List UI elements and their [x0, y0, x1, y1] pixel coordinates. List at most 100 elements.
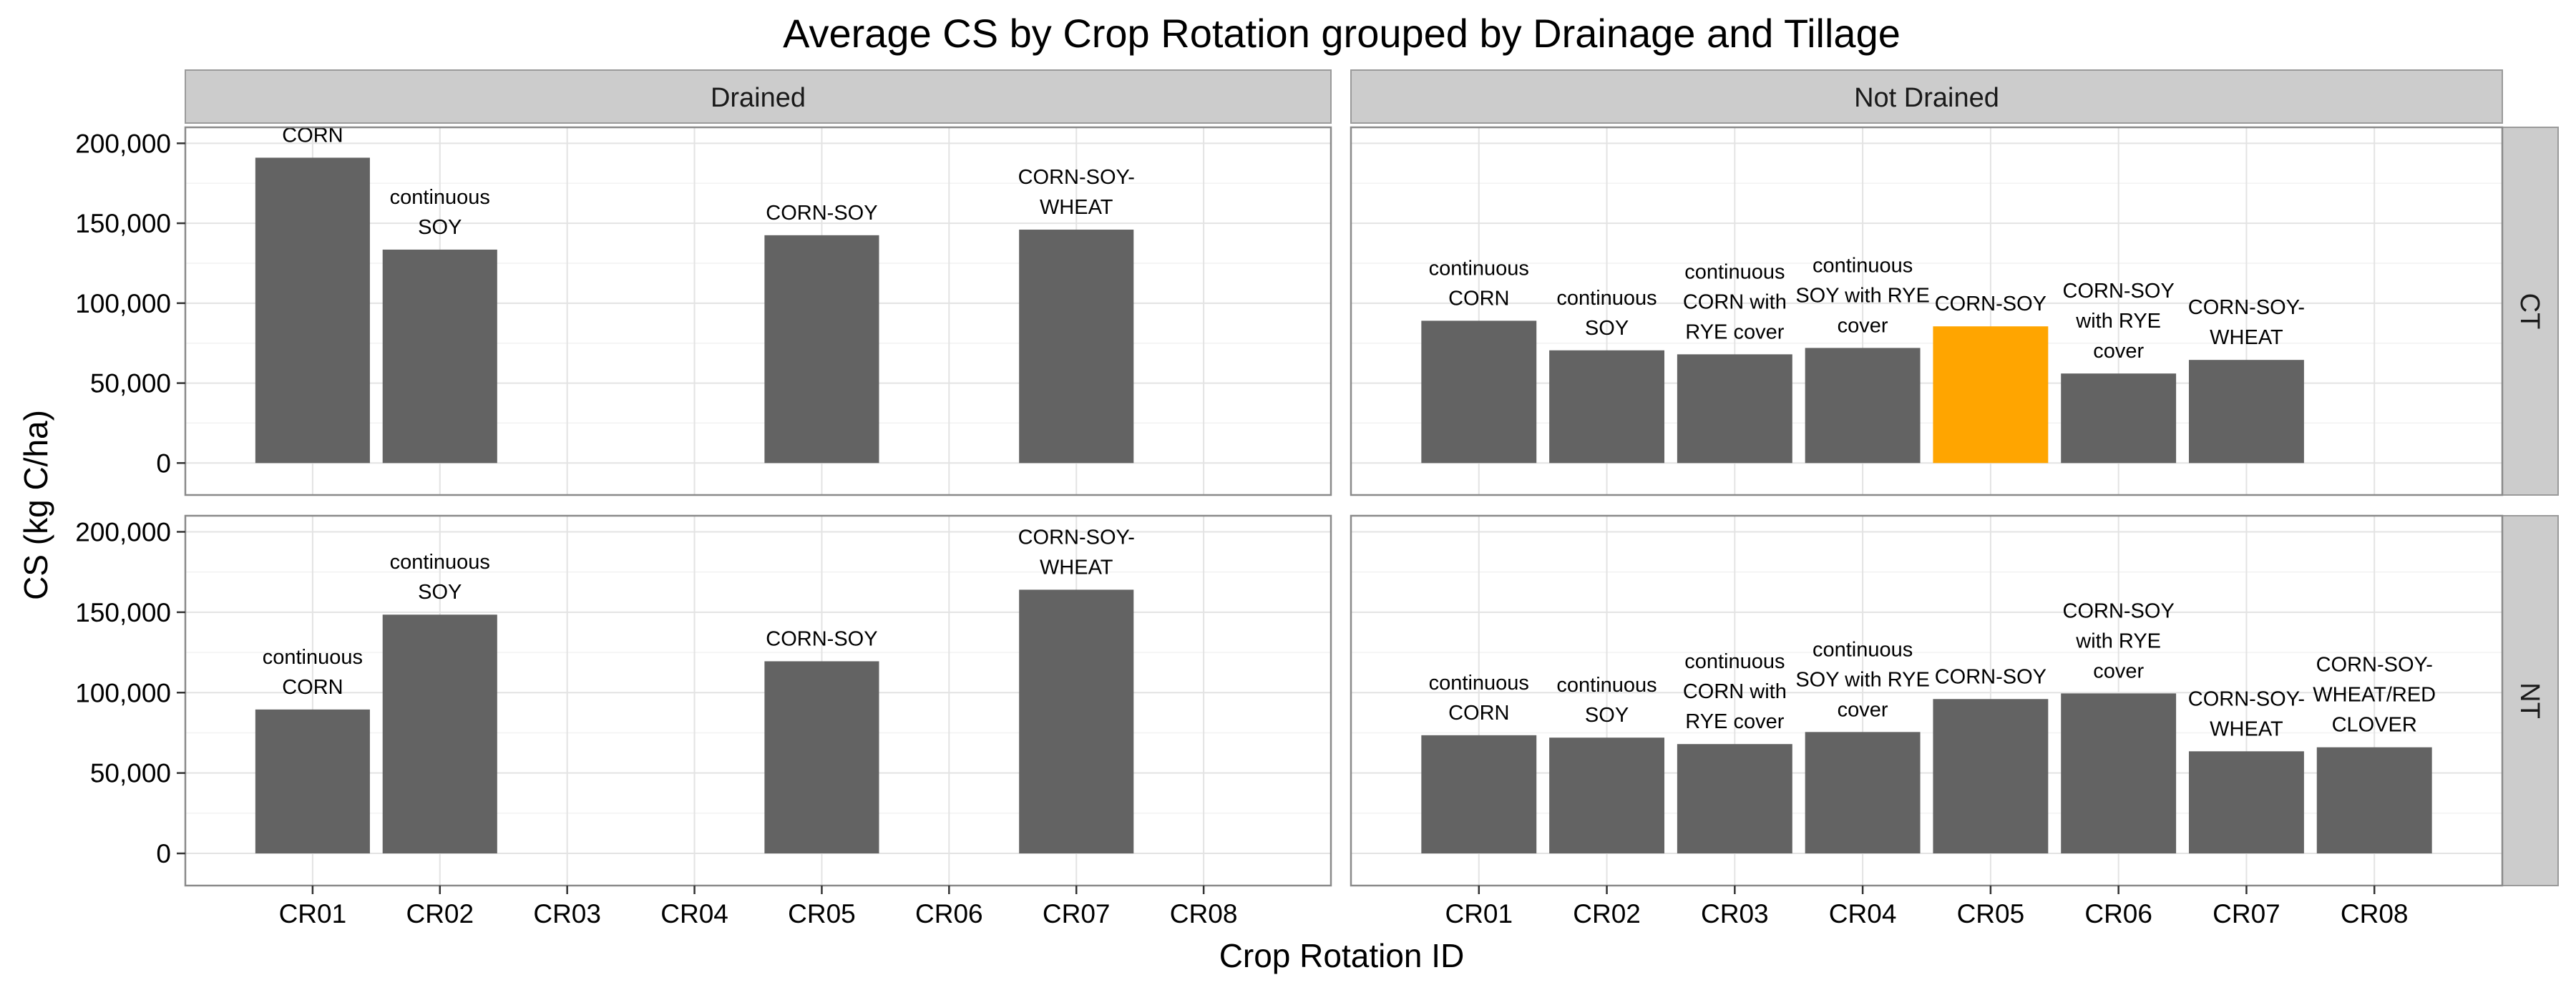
bar-data-label: CORN-SOY- [1018, 526, 1135, 549]
bar [764, 235, 879, 464]
bar-data-label: SOY [1585, 704, 1629, 727]
bar-data-label: continuous [1556, 674, 1657, 697]
bar [1805, 348, 1921, 464]
x-tick-label: CR08 [1170, 899, 1238, 928]
bar-data-label: with RYE [2075, 310, 2161, 333]
y-tick-label: 100,000 [75, 289, 171, 318]
x-axis-title: Crop Rotation ID [1219, 937, 1465, 974]
bar [764, 661, 879, 854]
bar-data-label: CORN with [1683, 680, 1787, 703]
bar [1805, 732, 1921, 854]
panel-background [185, 127, 1331, 495]
bar-data-label: continuous [1684, 650, 1785, 673]
x-tick-label: CR02 [406, 899, 474, 928]
x-tick-label: CR06 [915, 899, 983, 928]
bar [2188, 360, 2304, 464]
bar-data-label: CORN [1448, 702, 1509, 725]
bar-data-label: cover [1838, 698, 1888, 721]
facet-strip-column-label: Not Drained [1854, 83, 1999, 113]
facet-strip-row-label: CT [2514, 293, 2545, 330]
y-tick-label: 100,000 [75, 678, 171, 707]
bar-data-label: WHEAT [1040, 556, 1113, 579]
panel-border [1350, 126, 2504, 496]
bar-data-label: SOY [418, 216, 462, 239]
bar [255, 157, 370, 464]
x-tick-label: CR05 [788, 899, 856, 928]
panel-background [1351, 516, 2502, 886]
y-tick-label: 200,000 [75, 517, 171, 547]
bar-data-label: CORN-SOY [2063, 280, 2175, 303]
bar-data-label: continuous [390, 551, 490, 574]
bar-data-label: cover [2093, 660, 2144, 682]
bar [1549, 737, 1665, 854]
x-tick-label: CR07 [2212, 899, 2280, 928]
bar-data-label: continuous [1813, 254, 1913, 277]
facet-strip-column-overlay [1350, 69, 2503, 124]
bar [2061, 693, 2177, 854]
bar-data-label: CORN-SOY- [2188, 687, 2305, 710]
bar-data-label: cover [2093, 340, 2144, 363]
chart-title: Average CS by Crop Rotation grouped by D… [783, 11, 1901, 56]
plot-area: Drained Not Drained CT NT continuous CORN cont… [75, 69, 2559, 928]
facet-strip-column-overlay [185, 69, 1332, 124]
x-tick-label: CR05 [1957, 899, 2025, 928]
y-axis-title: CS (kg C/ha) [17, 410, 54, 600]
bar-data-label: with RYE [2075, 629, 2161, 652]
y-tick-label: 50,000 [90, 759, 171, 788]
panel-border [184, 126, 1332, 496]
bar-data-label: CORN-SOY- [1018, 166, 1135, 189]
facet-strip-row [2502, 515, 2559, 886]
panel-border [1350, 514, 2504, 887]
bar-data-label: continuous [1684, 260, 1785, 283]
bar-data-label: CORN-SOY- [2188, 296, 2305, 319]
bar [1421, 735, 1537, 854]
x-tick-label: CR04 [1829, 899, 1897, 928]
bar [1019, 230, 1134, 464]
bar-data-label: CORN-SOY [2063, 599, 2175, 622]
y-tick-label: 150,000 [75, 598, 171, 627]
bar-data-label: CORN-SOY [766, 202, 877, 225]
y-tick-label: 0 [156, 839, 171, 868]
bar [382, 249, 497, 464]
panel-border [184, 514, 1332, 887]
bar-data-label: CORN-SOY- [2316, 654, 2433, 677]
bar-data-label: CORN [282, 676, 343, 699]
bar-data-label: continuous [263, 646, 363, 669]
bar [1677, 744, 1792, 854]
bar [1933, 326, 2049, 464]
bar [2316, 747, 2432, 854]
bar [1933, 699, 2049, 854]
x-tick-label: CR08 [2341, 899, 2409, 928]
bar-data-label: SOY [1585, 317, 1629, 340]
bar [2061, 373, 2177, 464]
bar-data-label: continuous [1429, 257, 1529, 280]
x-tick-label: CR07 [1043, 899, 1111, 928]
bar-data-label: SOY with RYE [1795, 668, 1930, 691]
bar-data-label: CORN-SOY [1935, 665, 2046, 688]
bar-data-label: SOY [418, 581, 462, 604]
bar-data-label: WHEAT [2210, 326, 2283, 349]
bar-data-label: CORN-SOY [766, 627, 877, 650]
panel-background [1351, 127, 2502, 495]
bar-data-label: RYE cover [1685, 320, 1784, 343]
facet-strip-row-label: NT [2514, 682, 2545, 719]
x-tick-label: CR03 [1701, 899, 1769, 928]
bar-data-label: CORN with [1683, 290, 1787, 313]
x-tick-label: CR01 [1445, 899, 1513, 928]
x-tick-label: CR02 [1573, 899, 1641, 928]
bar-data-label: cover [1838, 314, 1888, 337]
bar-data-label: continuous [1429, 672, 1529, 695]
bar [1019, 589, 1134, 854]
bar-data-label: CLOVER [2332, 714, 2417, 737]
bar-data-label: WHEAT [2210, 717, 2283, 740]
bar-data-label: continuous [390, 186, 490, 209]
x-tick-label: CR01 [279, 899, 347, 928]
bar [255, 709, 370, 854]
facet-strip-column-label: Drained [711, 83, 806, 113]
bar [2188, 751, 2304, 854]
bar [1421, 320, 1537, 464]
bar [1677, 354, 1792, 464]
bar-data-label: CORN [1448, 287, 1509, 310]
facet-strip-row [2502, 127, 2559, 496]
